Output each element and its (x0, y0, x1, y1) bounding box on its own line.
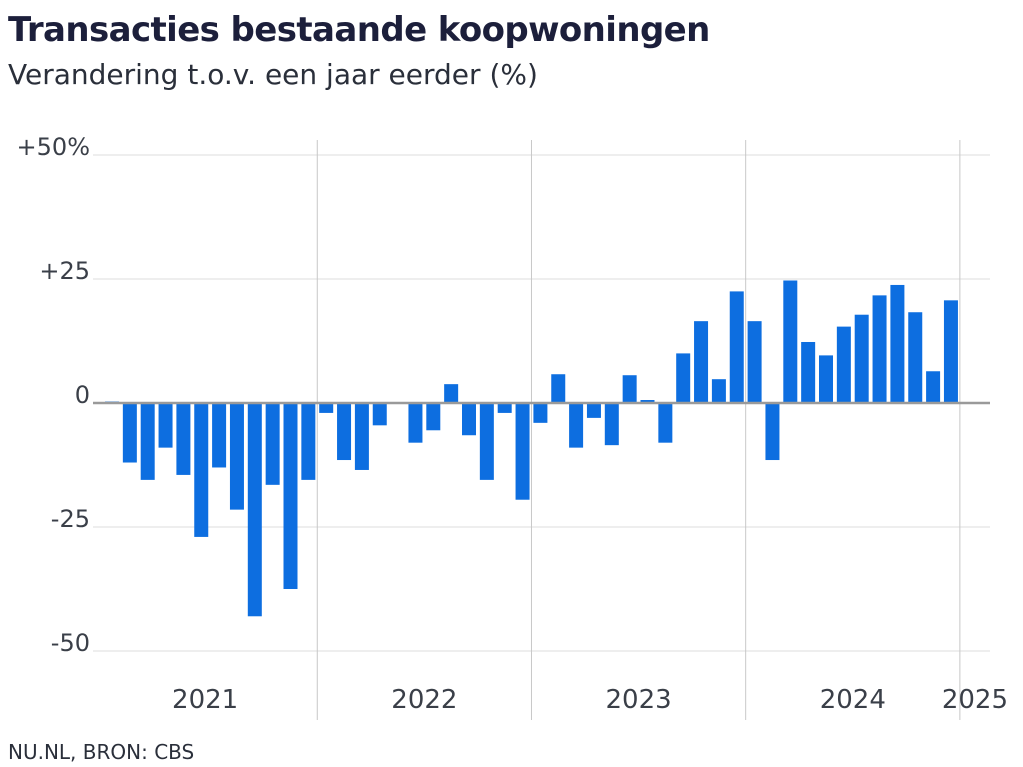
y-axis-labels: +50% +25 0 -25 -50 (17, 133, 90, 657)
bar (604, 403, 619, 446)
bar (533, 403, 548, 423)
bar (122, 403, 137, 463)
bar (444, 384, 459, 403)
bar (854, 314, 869, 403)
bar (569, 403, 584, 448)
bar (801, 341, 816, 403)
bar (765, 403, 780, 461)
x-axis-year-labels: 2021 2022 2023 2024 2025 (172, 685, 1008, 715)
bar (283, 403, 298, 589)
y-tick-label: +25 (39, 257, 90, 285)
bar (301, 403, 316, 480)
chart-title: Transacties bestaande koopwoningen (8, 10, 710, 50)
bar (176, 403, 191, 475)
bar (354, 403, 369, 470)
bar (908, 312, 923, 403)
year-label: 2024 (820, 685, 886, 715)
bar (194, 403, 209, 537)
bar (408, 403, 423, 443)
year-separators (316, 140, 961, 720)
bar (694, 321, 709, 403)
y-tick-label: 0 (75, 381, 90, 409)
bar (515, 403, 530, 500)
bar (819, 355, 833, 403)
bar (926, 371, 941, 403)
year-label: 2022 (391, 685, 457, 715)
bar (140, 403, 155, 480)
bar (426, 403, 441, 431)
bar (783, 280, 798, 403)
bar (551, 374, 566, 403)
bar (836, 326, 851, 403)
bar (890, 284, 905, 403)
chart-subtitle: Verandering t.o.v. een jaar eerder (%) (8, 58, 538, 91)
bar (212, 403, 227, 468)
bar (658, 403, 673, 443)
y-tick-label: +50% (17, 133, 90, 161)
bar (229, 403, 244, 510)
bar (586, 403, 601, 418)
y-tick-label: -25 (51, 505, 90, 533)
bar (247, 403, 262, 617)
bar (872, 295, 887, 403)
bar (337, 403, 352, 461)
bar (676, 353, 691, 403)
gridlines (93, 154, 990, 652)
bar (943, 300, 958, 403)
bar (479, 403, 494, 480)
bar (158, 403, 173, 448)
bar (462, 403, 476, 436)
bars (105, 280, 958, 617)
bar (622, 375, 637, 403)
bar (640, 400, 655, 403)
bar (497, 403, 512, 413)
year-label: 2023 (605, 685, 671, 715)
bar (747, 321, 762, 403)
bar (729, 291, 744, 403)
source-label: NU.NL, BRON: CBS (8, 740, 195, 764)
bar (319, 403, 334, 413)
year-label: 2025 (942, 685, 1008, 715)
bar (711, 379, 726, 403)
bar (372, 403, 387, 426)
year-label: 2021 (172, 685, 238, 715)
y-tick-label: -50 (51, 629, 90, 657)
bar (265, 403, 280, 485)
